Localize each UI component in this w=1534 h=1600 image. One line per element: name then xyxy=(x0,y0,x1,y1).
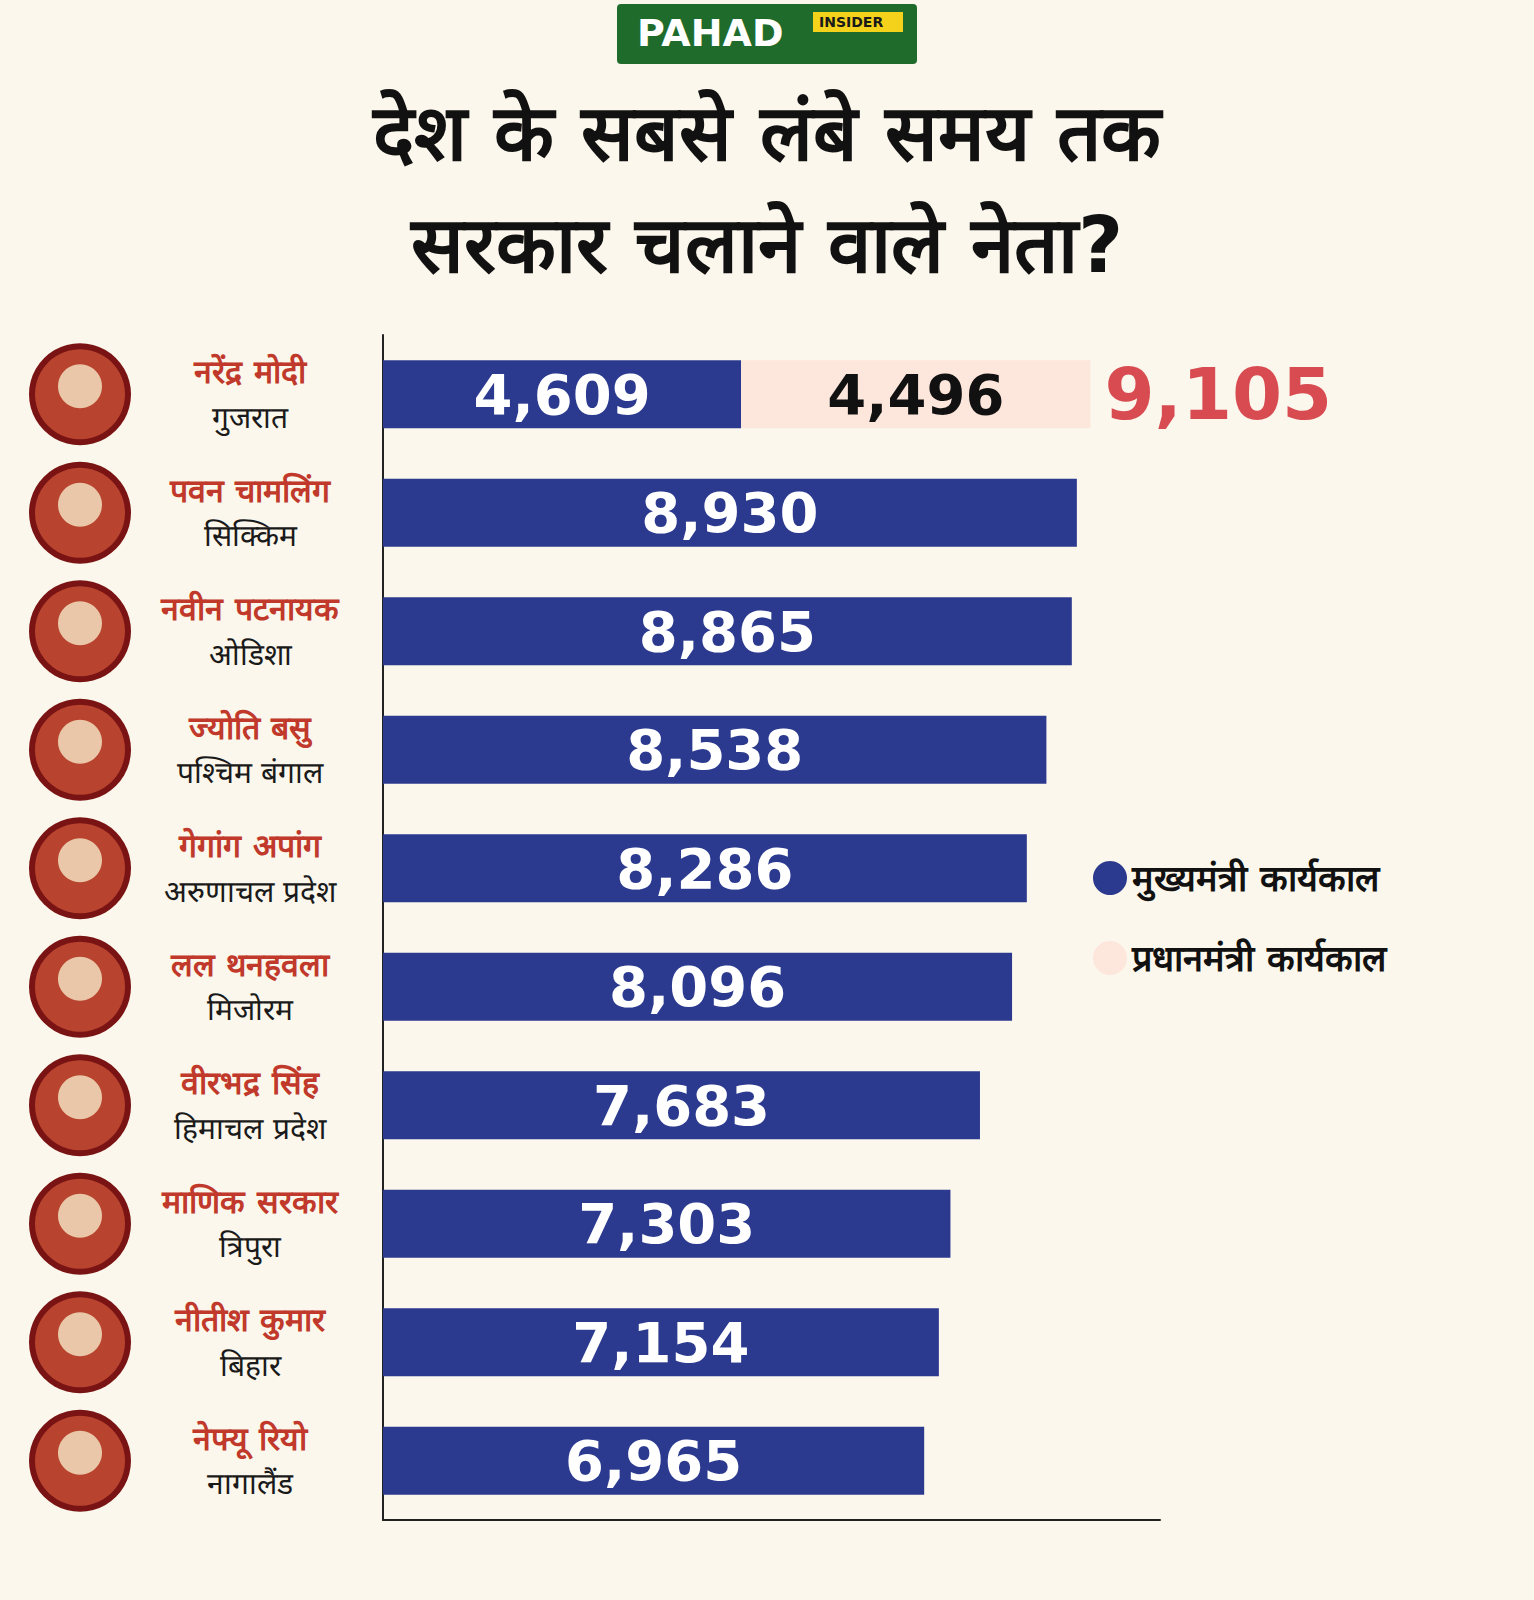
svg-text:पश्चिम बंगाल: पश्चिम बंगाल xyxy=(177,755,325,790)
svg-text:नीतीश कुमार: नीतीश कुमार xyxy=(174,1301,327,1341)
svg-text:नेफ्यू रियो: नेफ्यू रियो xyxy=(192,1420,309,1460)
svg-text:लल थनहवला: लल थनहवला xyxy=(170,946,331,984)
svg-text:प्रधानमंत्री कार्यकाल: प्रधानमंत्री कार्यकाल xyxy=(1131,938,1388,979)
svg-text:देश के सबसे लंबे समय तक: देश के सबसे लंबे समय तक xyxy=(371,88,1164,178)
svg-text:8,930: 8,930 xyxy=(641,480,818,545)
svg-text:त्रिपुरा: त्रिपुरा xyxy=(219,1229,282,1266)
svg-text:4,609: 4,609 xyxy=(473,362,650,427)
svg-text:6,965: 6,965 xyxy=(565,1428,742,1493)
svg-text:सरकार चलाने वाले नेता?: सरकार चलाने वाले नेता? xyxy=(409,200,1124,290)
svg-text:7,683: 7,683 xyxy=(593,1073,770,1138)
svg-text:7,303: 7,303 xyxy=(578,1191,755,1256)
svg-text:नागालैंड: नागालैंड xyxy=(207,1466,294,1501)
svg-text:वीरभद्र सिंह: वीरभद्र सिंह xyxy=(180,1064,319,1102)
svg-text:ज्योति बसु: ज्योति बसु xyxy=(188,709,313,749)
svg-text:INSIDER: INSIDER xyxy=(819,14,883,30)
svg-text:7,154: 7,154 xyxy=(572,1310,749,1375)
svg-text:8,096: 8,096 xyxy=(609,954,786,1019)
svg-text:गुजरात: गुजरात xyxy=(212,400,289,437)
svg-text:नवीन पटनायक: नवीन पटनायक xyxy=(160,590,339,628)
svg-text:मुख्यमंत्री कार्यकाल: मुख्यमंत्री कार्यकाल xyxy=(1131,858,1381,902)
svg-text:8,286: 8,286 xyxy=(616,836,793,901)
svg-text:8,538: 8,538 xyxy=(626,717,803,782)
svg-text:माणिक सरकार: माणिक सरकार xyxy=(161,1183,339,1221)
svg-text:मिजोरम: मिजोरम xyxy=(207,992,294,1027)
svg-text:ओडिशा: ओडिशा xyxy=(209,637,293,672)
svg-text:अरुणाचल प्रदेश: अरुणाचल प्रदेश xyxy=(164,874,338,909)
svg-text:PAHAD: PAHAD xyxy=(637,11,784,55)
svg-text:सिक्किम: सिक्किम xyxy=(204,518,298,553)
svg-text:4,496: 4,496 xyxy=(827,362,1004,427)
svg-text:8,865: 8,865 xyxy=(639,599,816,664)
svg-text:हिमाचल प्रदेश: हिमाचल प्रदेश xyxy=(174,1111,327,1146)
svg-text:गेगांग अपांग: गेगांग अपांग xyxy=(178,827,321,865)
svg-text:पवन चामलिंग: पवन चामलिंग xyxy=(169,472,331,510)
svg-text:नरेंद्र मोदी: नरेंद्र मोदी xyxy=(193,353,307,391)
svg-text:9,105: 9,105 xyxy=(1104,352,1332,436)
svg-text:बिहार: बिहार xyxy=(220,1348,282,1383)
